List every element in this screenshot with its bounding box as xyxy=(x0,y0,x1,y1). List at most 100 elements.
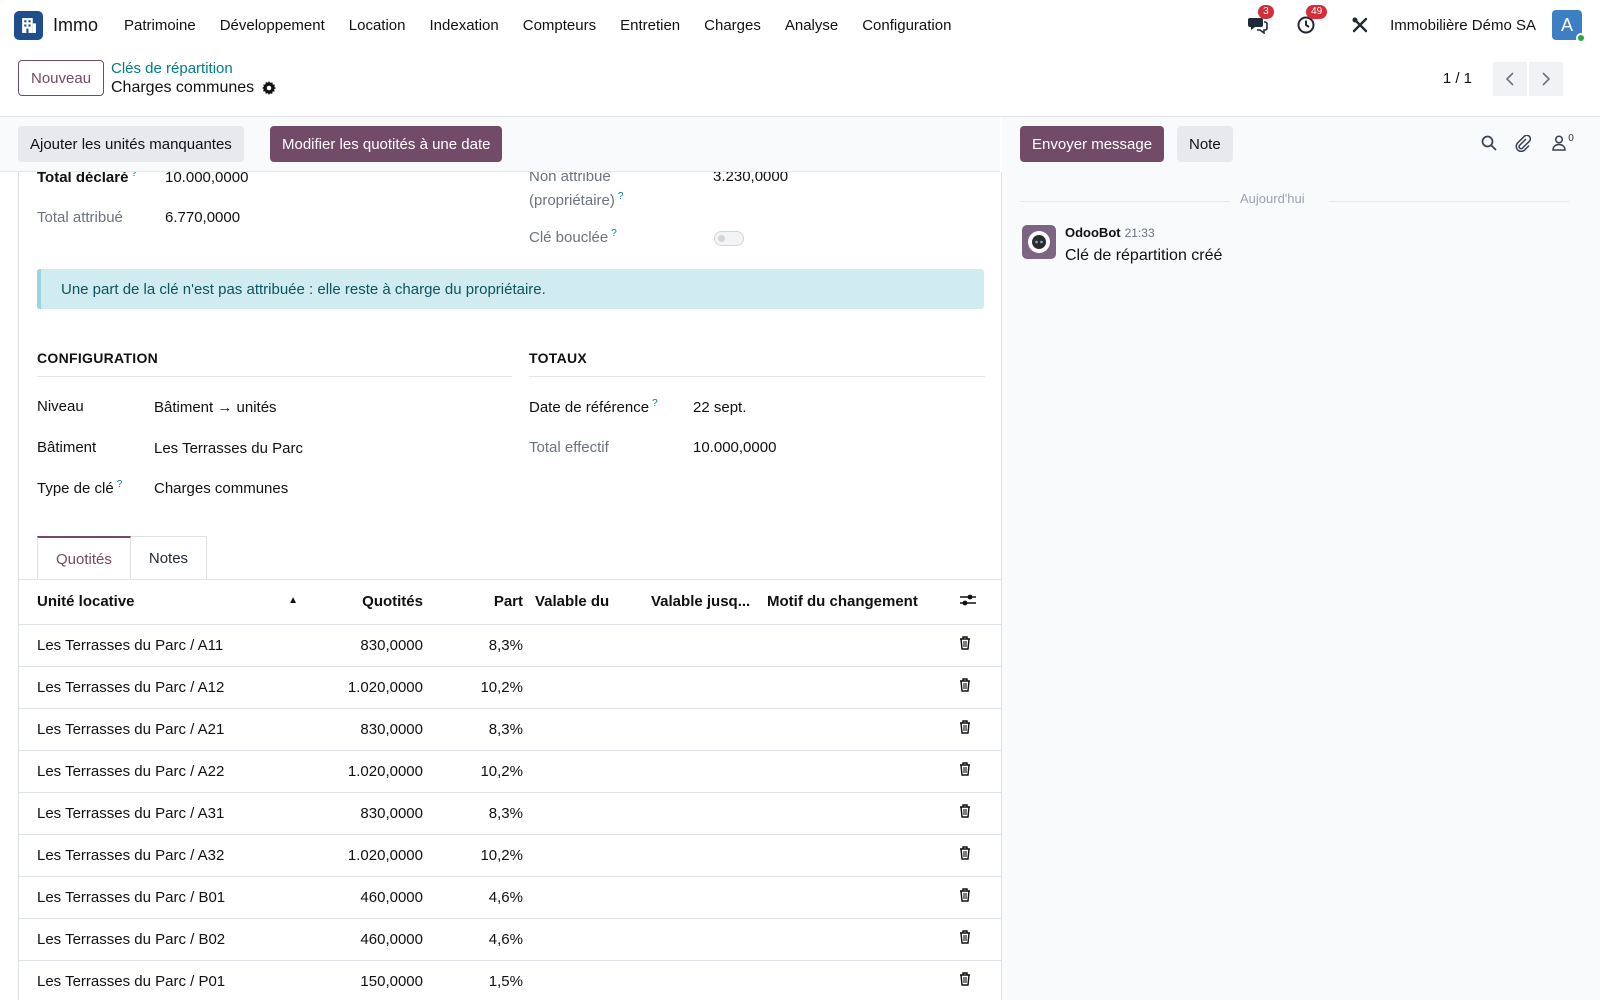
row-reason[interactable] xyxy=(761,750,953,793)
followers-button[interactable]: 0 xyxy=(1548,132,1578,154)
help-icon[interactable]: ? xyxy=(611,228,617,239)
app-name[interactable]: Immo xyxy=(53,14,98,35)
paperclip-icon[interactable] xyxy=(1512,132,1534,154)
row-unit[interactable]: Les Terrasses du Parc / A31 xyxy=(19,792,304,835)
delete-row-button[interactable] xyxy=(953,666,1001,709)
menu-patrimoine[interactable]: Patrimoine xyxy=(124,16,196,34)
table-row[interactable]: Les Terrasses du Parc / B02 460,0000 4,6… xyxy=(19,918,1001,961)
row-quotite[interactable]: 830,0000 xyxy=(304,792,429,835)
row-valid-until[interactable] xyxy=(645,918,761,961)
menu-analyse[interactable]: Analyse xyxy=(784,16,839,34)
building-value[interactable]: Les Terrasses du Parc xyxy=(154,440,303,457)
search-icon[interactable] xyxy=(1478,132,1500,154)
table-row[interactable]: Les Terrasses du Parc / A21 830,0000 8,3… xyxy=(19,708,1001,751)
send-message-button[interactable]: Envoyer message xyxy=(1020,126,1165,162)
log-note-button[interactable]: Note xyxy=(1177,126,1233,162)
row-quotite[interactable]: 830,0000 xyxy=(304,624,429,667)
delete-row-button[interactable] xyxy=(953,792,1001,835)
row-valid-from[interactable] xyxy=(529,792,645,835)
new-button[interactable]: Nouveau xyxy=(18,60,105,96)
row-quotite[interactable]: 830,0000 xyxy=(304,708,429,751)
menu-compteurs[interactable]: Compteurs xyxy=(522,16,597,34)
table-row[interactable]: Les Terrasses du Parc / A22 1.020,0000 1… xyxy=(19,750,1001,793)
total-declared-value[interactable]: 10.000,0000 xyxy=(165,172,249,186)
header-valid-until[interactable]: Valable jusq... xyxy=(645,580,761,625)
row-valid-from[interactable] xyxy=(529,666,645,709)
delete-row-button[interactable] xyxy=(953,708,1001,751)
pager-value[interactable]: 1 / 1 xyxy=(1442,70,1472,87)
row-unit[interactable]: Les Terrasses du Parc / A12 xyxy=(19,666,304,709)
row-reason[interactable] xyxy=(761,918,953,961)
row-valid-from[interactable] xyxy=(529,834,645,877)
row-reason[interactable] xyxy=(761,792,953,835)
odoobot-avatar[interactable] xyxy=(1022,225,1056,259)
row-valid-until[interactable] xyxy=(645,792,761,835)
help-icon[interactable]: ? xyxy=(617,191,624,202)
row-unit[interactable]: Les Terrasses du Parc / A11 xyxy=(19,624,304,667)
delete-row-button[interactable] xyxy=(953,876,1001,919)
breadcrumb-parent[interactable]: Clés de répartition xyxy=(111,60,233,77)
row-valid-until[interactable] xyxy=(645,708,761,751)
row-reason[interactable] xyxy=(761,834,953,877)
row-unit[interactable]: Les Terrasses du Parc / P01 xyxy=(19,960,304,1000)
tools-icon[interactable] xyxy=(1348,13,1372,37)
table-row[interactable]: Les Terrasses du Parc / A12 1.020,0000 1… xyxy=(19,666,1001,709)
row-quotite[interactable]: 150,0000 xyxy=(304,960,429,1000)
row-reason[interactable] xyxy=(761,624,953,667)
tab-quotites[interactable]: Quotités xyxy=(37,536,131,580)
row-valid-from[interactable] xyxy=(529,708,645,751)
row-quotite[interactable]: 1.020,0000 xyxy=(304,666,429,709)
table-row[interactable]: Les Terrasses du Parc / B01 460,0000 4,6… xyxy=(19,876,1001,919)
row-valid-until[interactable] xyxy=(645,624,761,667)
pager-next-button[interactable] xyxy=(1529,62,1563,96)
row-quotite[interactable]: 1.020,0000 xyxy=(304,834,429,877)
menu-developpement[interactable]: Développement xyxy=(219,16,325,34)
row-unit[interactable]: Les Terrasses du Parc / B01 xyxy=(19,876,304,919)
delete-row-button[interactable] xyxy=(953,624,1001,667)
header-valid-from[interactable]: Valable du xyxy=(529,580,645,625)
help-icon[interactable]: ? xyxy=(652,398,658,409)
menu-configuration[interactable]: Configuration xyxy=(862,16,952,34)
column-settings[interactable] xyxy=(953,580,1001,625)
row-quotite[interactable]: 1.020,0000 xyxy=(304,750,429,793)
row-valid-from[interactable] xyxy=(529,876,645,919)
reference-date-value[interactable]: 22 sept. xyxy=(693,399,747,416)
pager-previous-button[interactable] xyxy=(1493,62,1527,96)
table-row[interactable]: Les Terrasses du Parc / P01 150,0000 1,5… xyxy=(19,960,1001,1000)
row-reason[interactable] xyxy=(761,876,953,919)
row-reason[interactable] xyxy=(761,708,953,751)
help-icon[interactable]: ? xyxy=(131,172,137,179)
row-valid-until[interactable] xyxy=(645,876,761,919)
menu-location[interactable]: Location xyxy=(348,16,406,34)
table-row[interactable]: Les Terrasses du Parc / A11 830,0000 8,3… xyxy=(19,624,1001,667)
row-reason[interactable] xyxy=(761,666,953,709)
tab-notes[interactable]: Notes xyxy=(130,536,208,580)
menu-charges[interactable]: Charges xyxy=(704,16,761,34)
menu-entretien[interactable]: Entretien xyxy=(620,16,681,34)
row-reason[interactable] xyxy=(761,960,953,1000)
user-avatar[interactable]: A xyxy=(1552,10,1586,43)
delete-row-button[interactable] xyxy=(953,960,1001,1000)
chat-bubbles-icon[interactable]: 3 xyxy=(1246,5,1274,37)
row-quotite[interactable]: 460,0000 xyxy=(304,918,429,961)
row-unit[interactable]: Les Terrasses du Parc / B02 xyxy=(19,918,304,961)
gear-icon[interactable] xyxy=(262,81,277,95)
clock-icon[interactable]: 49 xyxy=(1294,5,1328,37)
header-quotites[interactable]: Quotités xyxy=(304,580,429,625)
level-value[interactable]: Bâtiment → unités xyxy=(154,399,277,416)
key-type-value[interactable]: Charges communes xyxy=(154,480,289,497)
menu-indexation[interactable]: Indexation xyxy=(429,16,499,34)
header-part[interactable]: Part xyxy=(429,580,529,625)
row-valid-until[interactable] xyxy=(645,666,761,709)
company-switcher[interactable]: Immobilière Démo SA xyxy=(1390,16,1536,34)
header-unit[interactable]: Unité locative ▲ xyxy=(19,580,304,625)
delete-row-button[interactable] xyxy=(953,750,1001,793)
row-valid-until[interactable] xyxy=(645,750,761,793)
row-quotite[interactable]: 460,0000 xyxy=(304,876,429,919)
building-icon[interactable] xyxy=(14,10,43,40)
row-unit[interactable]: Les Terrasses du Parc / A32 xyxy=(19,834,304,877)
help-icon[interactable]: ? xyxy=(116,479,123,490)
row-valid-until[interactable] xyxy=(645,960,761,1000)
table-row[interactable]: Les Terrasses du Parc / A31 830,0000 8,3… xyxy=(19,792,1001,835)
header-change-reason[interactable]: Motif du changement xyxy=(761,580,953,625)
